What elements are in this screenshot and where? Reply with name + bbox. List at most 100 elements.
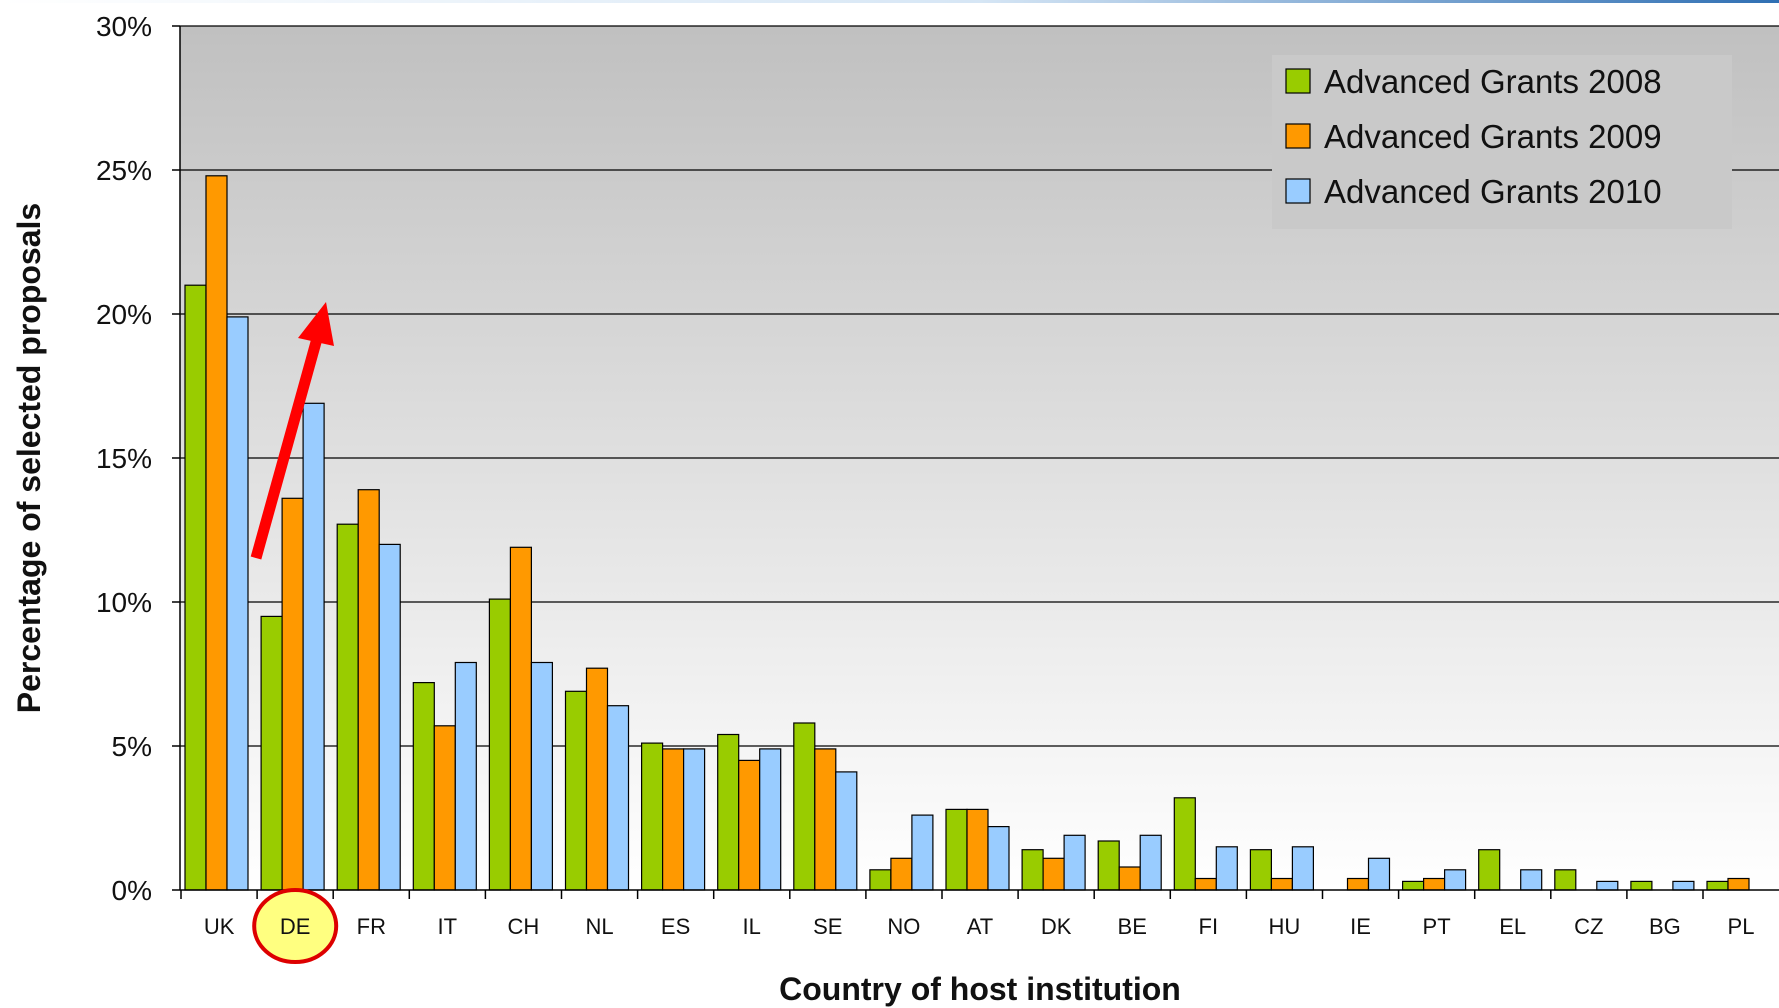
x-category-labels: UK DE FR IT CH NL ES IL SE NO AT DK BE FI HU IE PT EL CZ BG… [204,914,1755,939]
bar-no-2 [890,857,913,891]
bar-il-2 [738,759,761,891]
x-tick-label-hu: HU [1269,914,1301,939]
legend-swatch-2 [1285,123,1311,149]
bar-pt-1 [1401,880,1425,891]
bar-de-1 [260,615,283,891]
y-tick-label: 5% [112,731,152,762]
bar-el-1 [1478,849,1501,891]
y-axis-title: Percentage of selected proposals [11,203,47,713]
bar-at-1 [945,808,968,891]
bar-nl-2 [585,667,609,891]
y-tick-label: 25% [96,155,152,186]
bar-il-3 [759,748,782,891]
y-tick-label: 10% [96,587,152,618]
y-tick-label: 20% [96,299,152,330]
bars [184,175,1750,891]
bar-de-3 [302,402,325,891]
bar-be-3 [1139,834,1162,891]
bar-pt-3 [1443,869,1467,891]
bar-be-1 [1097,840,1120,891]
bar-nl-3 [606,705,630,891]
bar-dk-1 [1021,849,1044,891]
bar-no-3 [911,814,934,891]
bar-se-1 [793,722,816,891]
bar-fi-1 [1173,797,1196,891]
bar-ch-3 [530,661,554,891]
trend-arrow [250,302,334,560]
bar-hu-1 [1249,849,1273,891]
x-tick-label-pl: PL [1728,914,1755,939]
bar-fr-3 [378,543,401,891]
x-tick-label-es: ES [661,914,690,939]
legend-label-2: Advanced Grants 2009 [1324,118,1662,155]
legend-label-3: Advanced Grants 2010 [1324,173,1662,210]
x-tick-label-nl: NL [585,914,613,939]
y-tick-label: 0% [112,875,152,906]
bar-it-3 [454,661,477,891]
legend-box [1272,55,1732,229]
x-tick-label-ie: IE [1350,914,1371,939]
bar-se-2 [814,748,837,891]
legend-swatch-1 [1285,68,1311,94]
bar-no-1 [869,869,892,891]
bar-ie-3 [1367,857,1391,891]
bar-pt-2 [1422,877,1446,891]
x-tick-label-it: IT [438,914,458,939]
x-tick-label-be: BE [1118,914,1147,939]
bar-dk-3 [1063,834,1086,891]
bar-fi-2 [1194,877,1217,891]
bar-ch-2 [509,546,532,891]
bar-pl-1 [1706,880,1729,891]
bar-cz-3 [1596,880,1619,891]
bar-es-2 [661,748,685,891]
y-ticks: 0% 5% 10% 15% 20% 25% 30% [96,11,180,906]
bar-uk-1 [184,284,207,891]
bar-hu-2 [1270,877,1294,891]
bar-il-1 [717,733,740,891]
bar-fr-2 [357,489,380,891]
bar-bg-1 [1630,880,1653,891]
x-tick-label-il: IL [743,914,761,939]
bar-at-2 [966,808,989,891]
bar-es-1 [640,742,664,891]
x-tick-label-ch: CH [508,914,540,939]
bar-at-3 [987,825,1010,891]
bar-ie-2 [1346,877,1370,891]
bar-dk-2 [1042,857,1065,891]
bar-es-3 [682,748,706,891]
bar-bg-3 [1672,880,1695,891]
x-tick-label-cz: CZ [1574,914,1603,939]
x-tick-label-at: AT [967,914,993,939]
x-tick-label-fr: FR [357,914,386,939]
y-tick-label: 15% [96,443,152,474]
x-axis-title: Country of host institution [779,971,1181,1007]
x-tick-label-de: DE [280,914,311,939]
bar-uk-2 [205,175,228,891]
bar-it-1 [412,681,435,891]
top-accent-strip [0,0,1779,3]
x-tick-label-bg: BG [1649,914,1681,939]
x-tick-label-fi: FI [1199,914,1219,939]
x-tick-label-pt: PT [1423,914,1451,939]
y-tick-label: 30% [96,11,152,42]
bar-fr-1 [336,523,359,891]
bar-it-2 [433,725,456,891]
bar-cz-1 [1554,869,1577,891]
bar-de-2 [281,497,304,891]
x-tick-label-se: SE [813,914,842,939]
bar-se-3 [835,771,858,891]
x-tick-label-el: EL [1499,914,1526,939]
bar-hu-3 [1291,846,1315,891]
bar-pl-2 [1727,877,1750,891]
bar-uk-3 [226,316,249,891]
bar-el-3 [1520,869,1543,891]
x-tick-label-no: NO [887,914,920,939]
x-tick-label-uk: UK [204,914,235,939]
x-tick-label-dk: DK [1041,914,1072,939]
legend: Advanced Grants 2008 Advanced Grants 2009… [1272,55,1732,229]
de-highlight-ring [252,888,339,964]
legend-swatch-3 [1285,178,1311,204]
bar-fi-3 [1215,846,1238,891]
bar-be-2 [1118,866,1141,891]
